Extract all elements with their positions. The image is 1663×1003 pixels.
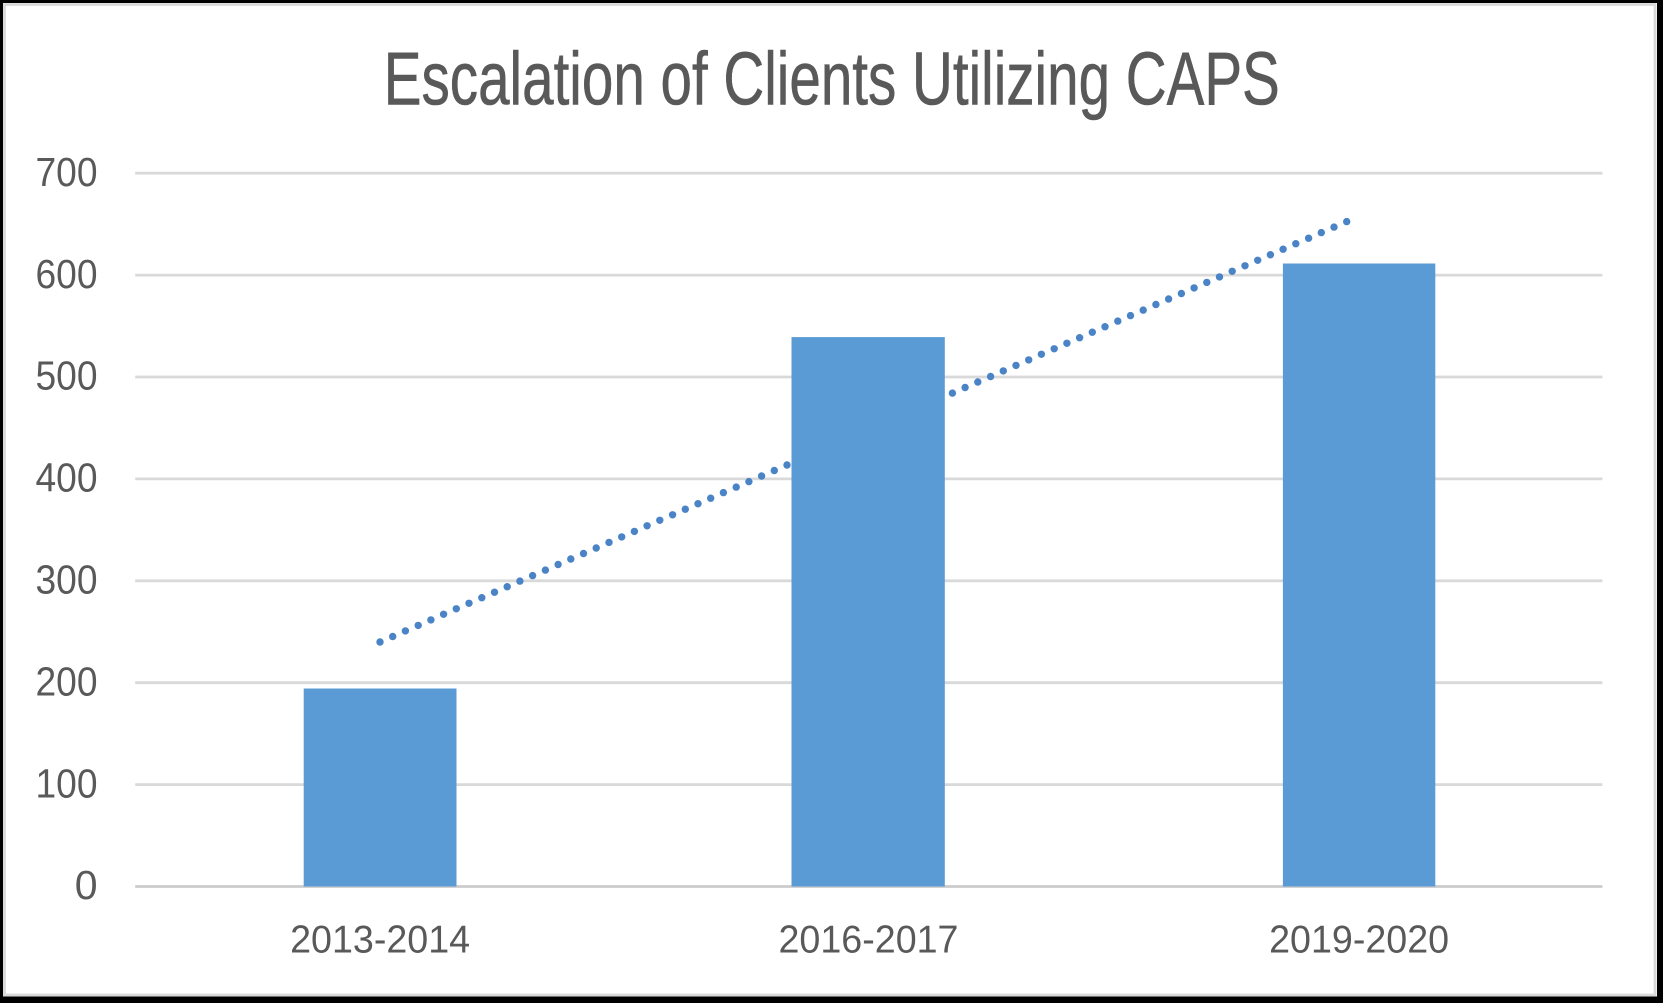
svg-text:0: 0: [75, 862, 98, 908]
svg-text:700: 700: [36, 149, 98, 195]
svg-text:100: 100: [36, 760, 98, 806]
svg-text:500: 500: [36, 353, 98, 399]
svg-text:2013-2014: 2013-2014: [290, 919, 470, 962]
svg-text:300: 300: [36, 557, 98, 603]
svg-text:2016-2017: 2016-2017: [779, 919, 959, 962]
svg-text:400: 400: [36, 455, 98, 501]
svg-text:600: 600: [36, 251, 98, 297]
svg-text:Escalation of Clients Utilizin: Escalation of Clients Utilizing CAPS: [384, 37, 1280, 121]
svg-text:2019-2020: 2019-2020: [1269, 919, 1449, 962]
svg-text:200: 200: [36, 658, 98, 704]
